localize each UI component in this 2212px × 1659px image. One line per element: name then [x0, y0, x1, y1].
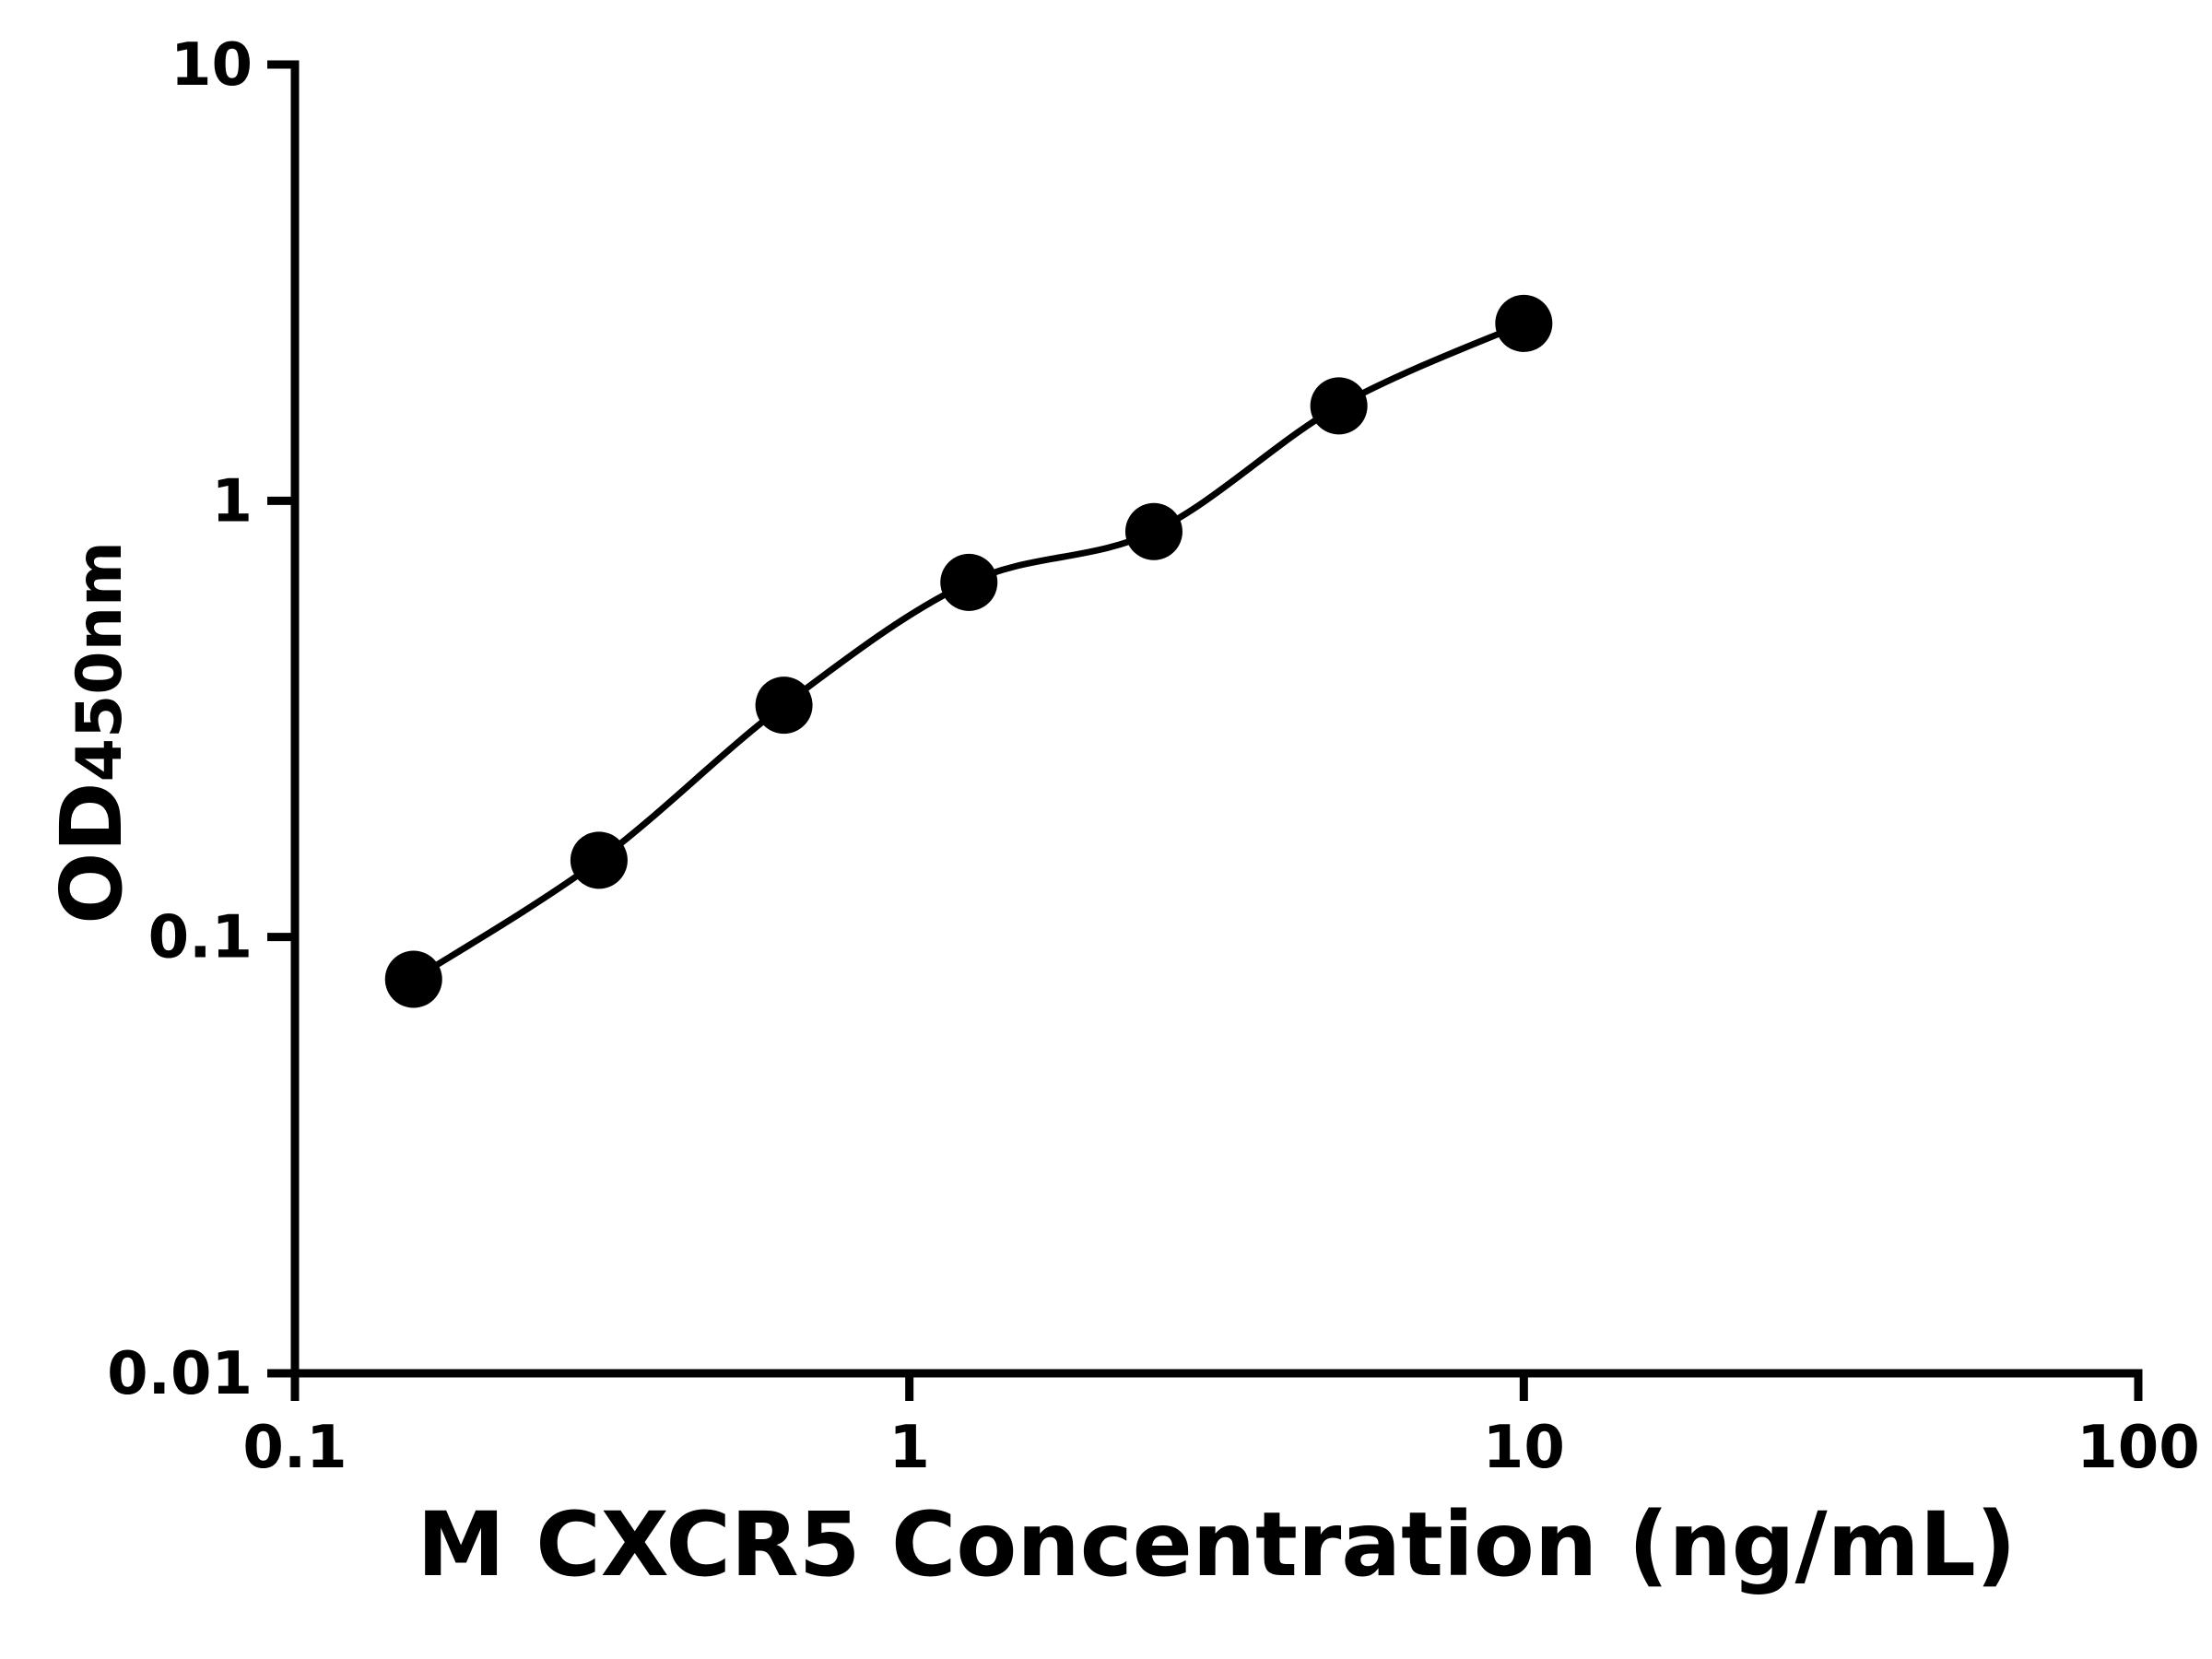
- y-tick-label: 0.1: [148, 904, 253, 972]
- x-tick-label: 10: [1483, 1414, 1565, 1482]
- y-tick-label: 1: [211, 467, 253, 535]
- x-tick-label: 1: [888, 1414, 930, 1482]
- data-point-marker: [755, 677, 813, 735]
- y-tick-label: 10: [171, 31, 253, 100]
- x-tick-label: 100: [2077, 1414, 2200, 1482]
- x-tick-label: 0.1: [242, 1414, 347, 1482]
- y-tick-label: 0.01: [107, 1340, 253, 1408]
- data-point-marker: [1310, 377, 1368, 435]
- data-point-marker: [1495, 294, 1553, 352]
- axis-lines: [290, 60, 2143, 1378]
- data-point-marker: [1124, 502, 1182, 560]
- data-point-marker: [570, 831, 628, 889]
- y-axis-ticks: 0.01 0.1 1 10: [107, 31, 295, 1408]
- y-axis-title-main: OD: [42, 782, 141, 924]
- x-axis-title: M CXCR5 Concentration (ng/mL): [417, 1493, 2017, 1596]
- x-axis-ticks: 0.1 1 10 100: [242, 1373, 2200, 1482]
- y-axis-title-sub: 450nm: [64, 541, 136, 782]
- data-point-marker: [384, 950, 442, 1008]
- data-point-marker: [940, 553, 998, 611]
- y-axis-title: OD450nm: [32, 447, 152, 1018]
- data-points: [384, 294, 1553, 1008]
